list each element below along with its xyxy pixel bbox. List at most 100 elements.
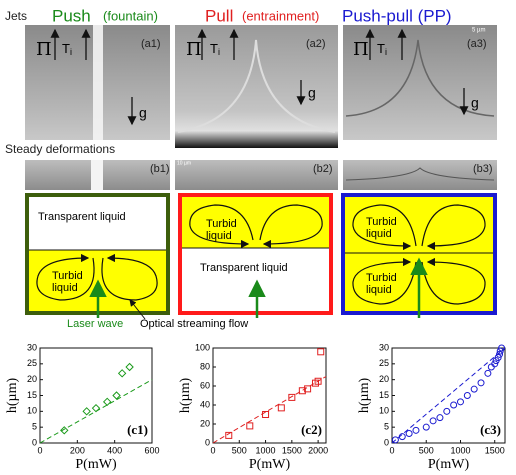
y-tick-label: 40 — [200, 399, 210, 409]
interface — [177, 39, 336, 133]
liquid: liquid — [366, 284, 392, 296]
y-tick-label: 10 — [379, 406, 389, 416]
point — [391, 436, 399, 444]
g-label: g — [139, 105, 147, 121]
point — [117, 369, 127, 378]
i: i — [218, 47, 220, 57]
fit-line — [212, 376, 327, 444]
interface — [345, 167, 495, 181]
panel-label: (a1) — [141, 38, 161, 50]
laser-arrows — [89, 257, 428, 318]
flow-label: Optical streaming flow — [140, 318, 248, 330]
panel-label: (a2) — [306, 38, 326, 50]
g-label: g — [471, 95, 479, 111]
y-tick-label: 0 — [32, 437, 37, 447]
point — [262, 411, 270, 418]
fit-line — [391, 347, 506, 444]
point — [60, 426, 69, 435]
photo — [343, 160, 497, 190]
scale-bar: 10 µm — [177, 160, 191, 166]
y-axis-label: h(µm) — [5, 378, 20, 414]
point — [443, 407, 451, 415]
point — [112, 391, 121, 400]
t: T — [210, 41, 218, 56]
turbid: Turbid — [52, 270, 83, 282]
point — [412, 426, 420, 434]
point — [450, 401, 458, 409]
symbol-t: Ti — [62, 41, 72, 57]
x-tick-label: 600 — [144, 445, 159, 455]
pull-note: (entrainment) — [242, 8, 319, 23]
x-tick-label: 0 — [37, 445, 42, 455]
y-tick-label: 10 — [27, 406, 37, 416]
jets-label: Jets — [5, 9, 27, 23]
y-tick-label: 15 — [27, 390, 37, 400]
x-tick-label: 1500 — [282, 445, 302, 455]
point — [429, 417, 437, 425]
push-title: Push — [52, 6, 91, 25]
panel-label: (c1) — [127, 422, 148, 437]
liquid: liquid — [52, 282, 78, 294]
symbol-t: Ti — [377, 41, 387, 57]
laser-label: Laser wave — [67, 318, 123, 330]
i: i — [385, 47, 387, 57]
symbol-pi: Π — [353, 39, 369, 60]
laser-beam — [91, 160, 103, 190]
point — [225, 431, 233, 439]
y-tick-label: 0 — [384, 437, 389, 447]
plot-frame — [212, 347, 327, 444]
point — [496, 347, 504, 355]
x-axis-label: P(mW) — [249, 457, 291, 472]
y-tick-label: 25 — [27, 358, 37, 368]
point — [484, 369, 492, 377]
t: T — [62, 41, 70, 56]
point — [498, 344, 506, 352]
turbid: Turbid — [366, 216, 397, 228]
x-tick-label: 500 — [232, 445, 247, 455]
liquid: liquid — [366, 228, 392, 240]
point — [102, 397, 112, 407]
pointer — [129, 299, 146, 320]
pull-title: Pull — [205, 6, 233, 25]
turbid: Turbid — [366, 272, 397, 284]
x-axis-label: P(mW) — [428, 457, 470, 472]
x-tick-label: 1000 — [256, 445, 276, 455]
symbol-pi: Π — [186, 39, 202, 60]
point — [298, 387, 306, 395]
t: T — [377, 41, 385, 56]
y-tick-label: 25 — [379, 358, 389, 368]
y-tick-label: 20 — [379, 374, 389, 384]
x-tick-label: 0 — [210, 445, 215, 455]
x-tick-label: 200 — [70, 445, 85, 455]
y-tick-label: 5 — [32, 422, 37, 432]
y-tick-label: 15 — [379, 390, 389, 400]
x-axis-label: P(mW) — [75, 457, 117, 472]
frame — [178, 193, 333, 315]
point — [463, 392, 471, 399]
x-tick-label: 0 — [389, 445, 394, 455]
symbol-pi: Π — [36, 39, 52, 60]
y-tick-label: 20 — [27, 374, 37, 384]
liquid — [29, 197, 166, 250]
scale-bar: 5 µm — [472, 28, 485, 34]
transparent-label: Transparent liquid — [200, 262, 288, 274]
photo — [175, 160, 338, 190]
liquid — [182, 197, 329, 248]
point — [125, 362, 134, 372]
panel-label: (a3) — [467, 38, 487, 50]
arrows — [50, 28, 469, 126]
y-tick-label: 80 — [200, 361, 210, 371]
laser-beam — [93, 25, 103, 140]
panel-label: (c2) — [301, 422, 322, 437]
push-note: (fountain) — [103, 8, 158, 23]
panel-label: (b2) — [313, 163, 333, 175]
point — [317, 348, 325, 356]
point — [470, 385, 478, 393]
interface — [345, 39, 495, 117]
x-tick-label: 500 — [419, 445, 434, 455]
transparent-label: Transparent liquid — [38, 211, 126, 223]
point — [314, 377, 322, 385]
point — [288, 393, 296, 401]
